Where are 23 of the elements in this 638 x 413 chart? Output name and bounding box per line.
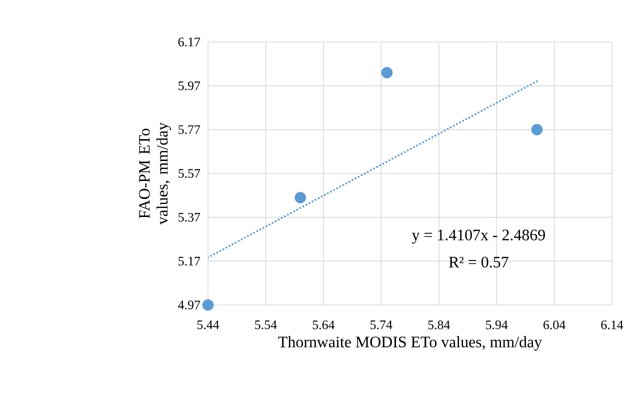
point bbox=[531, 124, 543, 136]
y-tick-label: 5.17 bbox=[178, 256, 200, 266]
x-tick-label: 5.84 bbox=[428, 320, 450, 330]
y-tick-label: 5.97 bbox=[178, 81, 200, 90]
y-tick-label: 4.97 bbox=[178, 300, 200, 310]
y-axis-title: FAO-PM ETo values, mm/day bbox=[139, 122, 171, 225]
y-tick-label: 6.17 bbox=[178, 38, 200, 46]
x-tick-label: 5.54 bbox=[255, 320, 277, 330]
x-tick-label: 6.04 bbox=[544, 320, 566, 330]
x-tick-label: 5.74 bbox=[370, 320, 392, 330]
point bbox=[294, 192, 306, 204]
y-tick-label: 5.37 bbox=[178, 212, 200, 222]
point bbox=[202, 299, 214, 311]
x-tick-label: 5.64 bbox=[312, 320, 335, 330]
x-tick-label: 5.44 bbox=[197, 320, 220, 330]
annotation: y = 1.4107x - 2.4869 bbox=[412, 230, 545, 244]
x-axis-title: Thornwaite MODIS ETo values, mm/day bbox=[278, 336, 542, 351]
annotation: R² = 0.57 bbox=[449, 256, 508, 268]
y-tick-label: 5.57 bbox=[178, 169, 200, 178]
x-tick-label: 6.14 bbox=[601, 320, 624, 330]
point bbox=[381, 66, 393, 78]
y-tick-label: 5.77 bbox=[178, 125, 200, 134]
x-tick-label: 5.94 bbox=[486, 320, 508, 330]
